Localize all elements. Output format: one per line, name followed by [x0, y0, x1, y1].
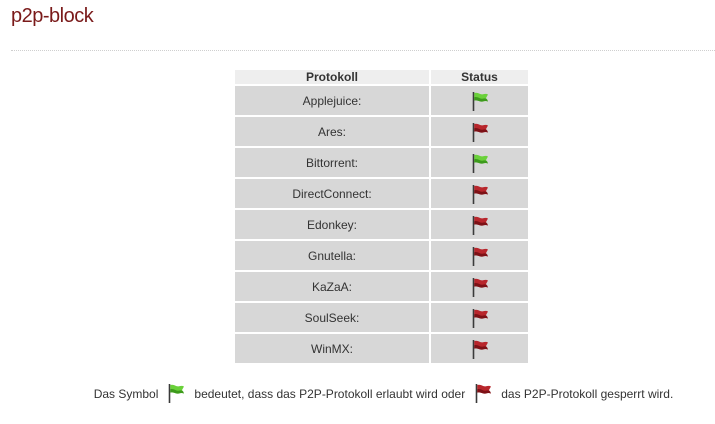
red-flag-icon	[470, 307, 490, 329]
status-cell	[431, 117, 528, 146]
status-column-header: Status	[431, 70, 528, 84]
red-flag-icon	[470, 214, 490, 236]
protocol-name-cell: DirectConnect:	[235, 179, 429, 208]
red-flag-icon	[470, 276, 490, 298]
table-row: Applejuice:	[235, 86, 528, 115]
status-cell	[431, 241, 528, 270]
status-cell	[431, 303, 528, 332]
protocol-name-cell: Gnutella:	[235, 241, 429, 270]
protocol-name-cell: Applejuice:	[235, 86, 429, 115]
protocol-name-cell: Edonkey:	[235, 210, 429, 239]
page-title: p2p-block	[11, 5, 94, 27]
red-flag-icon	[470, 245, 490, 267]
table-row: SoulSeek:	[235, 303, 528, 332]
legend: Das Symbol bedeutet, dass das P2P-Protoko…	[0, 383, 715, 405]
table-header-row: Protokoll Status	[235, 70, 528, 84]
legend-text-symbol: Das Symbol	[93, 387, 159, 401]
status-cell	[431, 272, 528, 301]
protocol-name-cell: WinMX:	[235, 334, 429, 363]
protocol-name-cell: SoulSeek:	[235, 303, 429, 332]
green-flag-icon	[166, 382, 186, 404]
table-row: WinMX:	[235, 334, 528, 363]
status-cell	[431, 179, 528, 208]
table-row: Edonkey:	[235, 210, 528, 239]
table-row: KaZaA:	[235, 272, 528, 301]
table-row: Bittorrent:	[235, 148, 528, 177]
red-flag-icon	[473, 382, 493, 404]
legend-text-blocked: das P2P-Protokoll gesperrt wird.	[501, 387, 674, 401]
table-row: Gnutella:	[235, 241, 528, 270]
legend-text-allowed: bedeutet, dass das P2P-Protokoll erlaubt…	[194, 387, 466, 401]
table-row: Ares:	[235, 117, 528, 146]
protocol-name-cell: KaZaA:	[235, 272, 429, 301]
status-cell	[431, 86, 528, 115]
title-divider	[11, 50, 715, 51]
status-cell	[431, 148, 528, 177]
table-row: DirectConnect:	[235, 179, 528, 208]
green-flag-icon	[470, 152, 490, 174]
green-flag-icon	[470, 90, 490, 112]
red-flag-icon	[470, 338, 490, 360]
red-flag-icon	[470, 121, 490, 143]
protocol-name-cell: Bittorrent:	[235, 148, 429, 177]
protocol-table: Protokoll Status Applejuice: Ares: Bittorr…	[233, 68, 530, 365]
status-cell	[431, 334, 528, 363]
status-cell	[431, 210, 528, 239]
red-flag-icon	[470, 183, 490, 205]
protocol-name-cell: Ares:	[235, 117, 429, 146]
protocol-column-header: Protokoll	[235, 70, 429, 84]
